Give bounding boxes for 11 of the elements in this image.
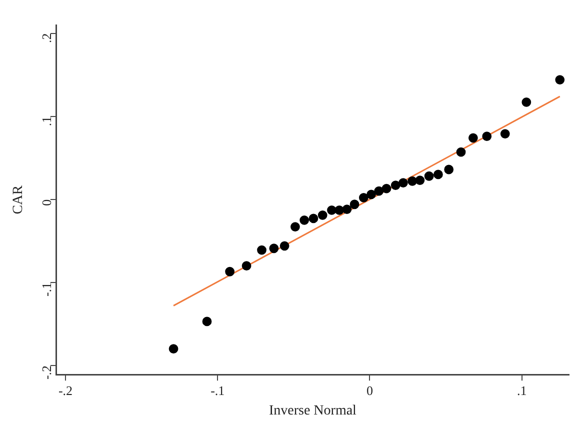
y-tick-label: -.2 [38,365,54,380]
x-tick-label: -.1 [210,382,225,398]
x-axis-title: Inverse Normal [268,403,357,418]
y-tick-label: 0 [38,199,54,206]
y-axis-title: CAR [11,184,26,214]
x-tick-label: 0 [366,382,373,398]
y-tick-label: -.1 [38,282,54,297]
x-tick-label: .1 [516,382,527,398]
y-tick-label: .1 [38,116,54,126]
x-tick-label: -.2 [58,382,73,398]
y-tick-label: .2 [38,33,54,44]
